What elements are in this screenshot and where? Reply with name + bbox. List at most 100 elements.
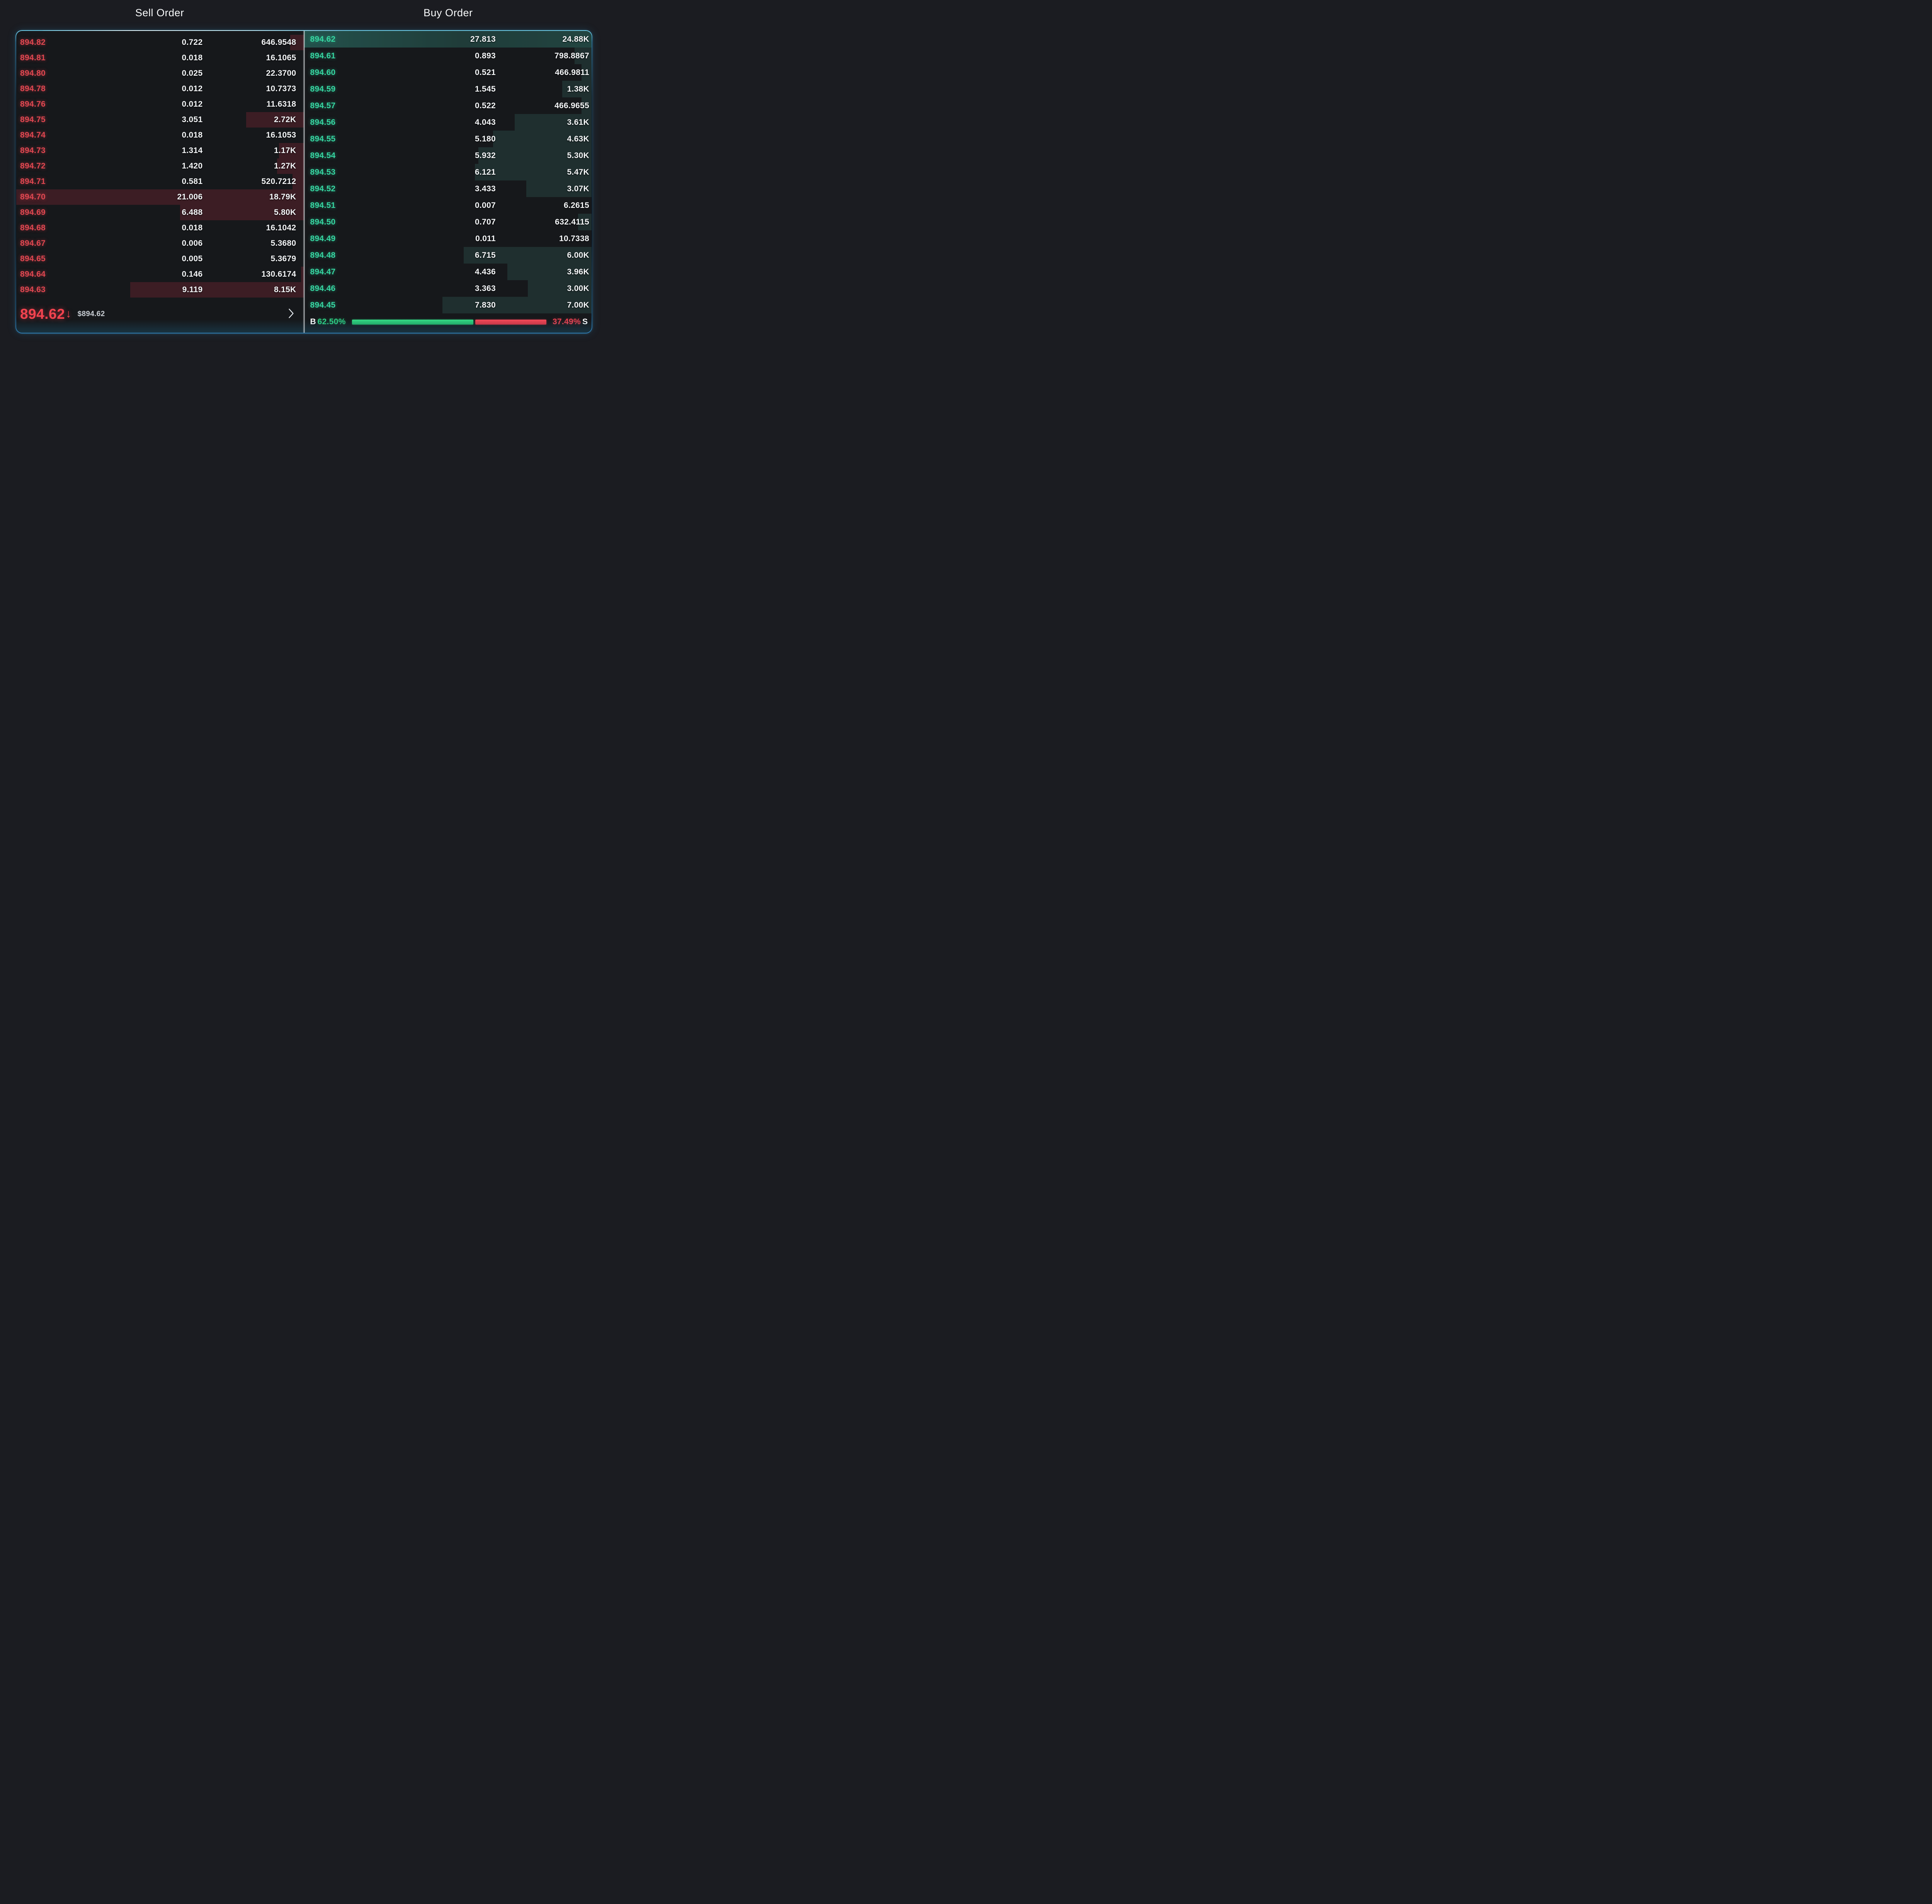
expand-chevron-button[interactable] — [287, 307, 296, 321]
sell-order-row[interactable]: 894.67 0.006 5.3680 — [16, 236, 304, 251]
buy-order-row[interactable]: 894.60 0.521 466.9811 — [304, 64, 592, 81]
sell-amount: 0.146 — [182, 270, 203, 279]
sell-order-row[interactable]: 894.82 0.722 646.9548 — [16, 35, 304, 50]
buy-order-row[interactable]: 894.53 6.121 5.47K — [304, 164, 592, 180]
buy-amount: 0.521 — [474, 68, 496, 77]
buy-price: 894.45 — [310, 300, 336, 310]
sell-depth-bar — [180, 205, 304, 220]
buy-order-row[interactable]: 894.50 0.707 632.4115 — [304, 214, 592, 230]
sell-amount: 1.420 — [182, 162, 203, 170]
sell-ratio-segment — [475, 319, 546, 325]
sell-total: 1.17K — [274, 146, 296, 155]
sell-depth-bar — [290, 35, 304, 50]
buy-order-row[interactable]: 894.62 27.813 24.88K — [304, 31, 592, 48]
buy-percent: 62.50% — [317, 317, 346, 326]
sell-total: 10.7373 — [266, 84, 296, 93]
buy-depth-bar — [527, 280, 592, 297]
sell-total: 646.9548 — [261, 38, 296, 47]
buy-total: 4.63K — [567, 134, 589, 143]
sell-order-row[interactable]: 894.64 0.146 130.6174 — [16, 267, 304, 282]
buy-total: 3.96K — [567, 267, 589, 276]
buy-total: 3.00K — [567, 284, 589, 293]
sell-total: 8.15K — [274, 285, 296, 294]
sell-amount: 0.012 — [182, 84, 203, 93]
buy-total: 466.9655 — [554, 101, 589, 110]
sell-order-row[interactable]: 894.73 1.314 1.17K — [16, 143, 304, 158]
buy-price: 894.61 — [310, 51, 336, 60]
sell-total: 520.7212 — [261, 177, 296, 186]
sell-order-row[interactable]: 894.63 9.119 8.15K — [16, 282, 304, 298]
sell-price: 894.65 — [20, 254, 46, 263]
buy-order-row[interactable]: 894.57 0.522 466.9655 — [304, 97, 592, 114]
buy-price: 894.51 — [310, 201, 336, 210]
sell-total: 16.1042 — [266, 223, 296, 232]
sell-total: 5.3680 — [270, 239, 296, 248]
sell-order-row[interactable]: 894.65 0.005 5.3679 — [16, 251, 304, 267]
buy-depth-bar — [515, 114, 592, 131]
sell-price: 894.67 — [20, 239, 46, 248]
buy-order-row[interactable]: 894.61 0.893 798.8867 — [304, 48, 592, 64]
sell-price: 894.63 — [20, 285, 46, 294]
buy-order-row[interactable]: 894.49 0.011 10.7338 — [304, 230, 592, 247]
buy-order-title: Buy Order — [423, 7, 473, 19]
buy-total: 5.47K — [567, 167, 589, 177]
sell-amount: 3.051 — [182, 115, 203, 124]
sell-price: 894.75 — [20, 115, 46, 124]
buy-price: 894.53 — [310, 167, 336, 177]
buy-price: 894.50 — [310, 217, 336, 226]
sell-order-row[interactable]: 894.74 0.018 16.1053 — [16, 128, 304, 143]
sell-order-list: 894.82 0.722 646.9548 894.81 0.018 16.1065 894… — [16, 31, 304, 298]
buy-order-row[interactable]: 894.54 5.932 5.30K — [304, 147, 592, 164]
buy-total: 6.00K — [567, 250, 589, 260]
last-price-ticker: 894.62 ↓ $894.62 — [16, 298, 304, 333]
buy-depth-bar — [581, 64, 592, 81]
sell-order-row[interactable]: 894.81 0.018 16.1065 — [16, 50, 304, 66]
buy-amount: 3.363 — [474, 284, 496, 293]
buy-order-row[interactable]: 894.51 0.007 6.2615 — [304, 197, 592, 214]
buy-order-row[interactable]: 894.56 4.043 3.61K — [304, 114, 592, 131]
buy-total: 3.07K — [567, 184, 589, 193]
sell-order-row[interactable]: 894.69 6.488 5.80K — [16, 205, 304, 220]
buy-amount: 5.932 — [474, 151, 496, 160]
sell-depth-bar — [279, 143, 304, 158]
buy-price: 894.55 — [310, 134, 336, 143]
buy-depth-bar — [493, 131, 592, 147]
buy-amount: 0.011 — [475, 234, 496, 243]
buy-price: 894.54 — [310, 151, 336, 160]
sell-price: 894.73 — [20, 146, 46, 155]
chevron-right-icon — [288, 308, 294, 320]
sell-total: 5.80K — [274, 208, 296, 217]
buy-order-row[interactable]: 894.45 7.830 7.00K — [304, 297, 592, 313]
sell-amount: 0.018 — [182, 53, 203, 62]
buy-order-row[interactable]: 894.47 4.436 3.96K — [304, 264, 592, 280]
buy-order-row[interactable]: 894.59 1.545 1.38K — [304, 81, 592, 97]
order-book-screen: Sell Order Buy Order 894.82 0.722 646.9548… — [0, 7, 606, 386]
buy-price: 894.47 — [310, 267, 336, 276]
buy-price: 894.62 — [310, 34, 336, 44]
buy-depth-bar — [304, 31, 592, 48]
buy-order-row[interactable]: 894.46 3.363 3.00K — [304, 280, 592, 297]
sell-total: 2.72K — [274, 115, 296, 124]
sell-order-row[interactable]: 894.68 0.018 16.1042 — [16, 220, 304, 236]
buy-price: 894.59 — [310, 84, 336, 94]
sell-amount: 0.012 — [182, 100, 203, 109]
sell-amount: 0.018 — [182, 131, 203, 140]
sell-order-row[interactable]: 894.75 3.051 2.72K — [16, 112, 304, 128]
ratio-progress-bar — [352, 319, 546, 325]
sell-total: 130.6174 — [261, 270, 296, 279]
sell-amount: 1.314 — [182, 146, 203, 155]
buy-amount: 1.545 — [474, 84, 496, 94]
sell-total: 18.79K — [269, 192, 296, 201]
buy-order-row[interactable]: 894.55 5.180 4.63K — [304, 131, 592, 147]
buy-depth-bar — [581, 97, 592, 114]
sell-order-row[interactable]: 894.76 0.012 11.6318 — [16, 97, 304, 112]
sell-order-row[interactable]: 894.80 0.025 22.3700 — [16, 66, 304, 81]
buy-order-row[interactable]: 894.48 6.715 6.00K — [304, 247, 592, 264]
sell-order-title: Sell Order — [135, 7, 184, 19]
sell-order-row[interactable]: 894.78 0.012 10.7373 — [16, 81, 304, 97]
sell-order-row[interactable]: 894.72 1.420 1.27K — [16, 158, 304, 174]
sell-order-row[interactable]: 894.70 21.006 18.79K — [16, 189, 304, 205]
sell-order-row[interactable]: 894.71 0.581 520.7212 — [16, 174, 304, 189]
buy-order-row[interactable]: 894.52 3.433 3.07K — [304, 180, 592, 197]
buy-price: 894.48 — [310, 250, 336, 260]
